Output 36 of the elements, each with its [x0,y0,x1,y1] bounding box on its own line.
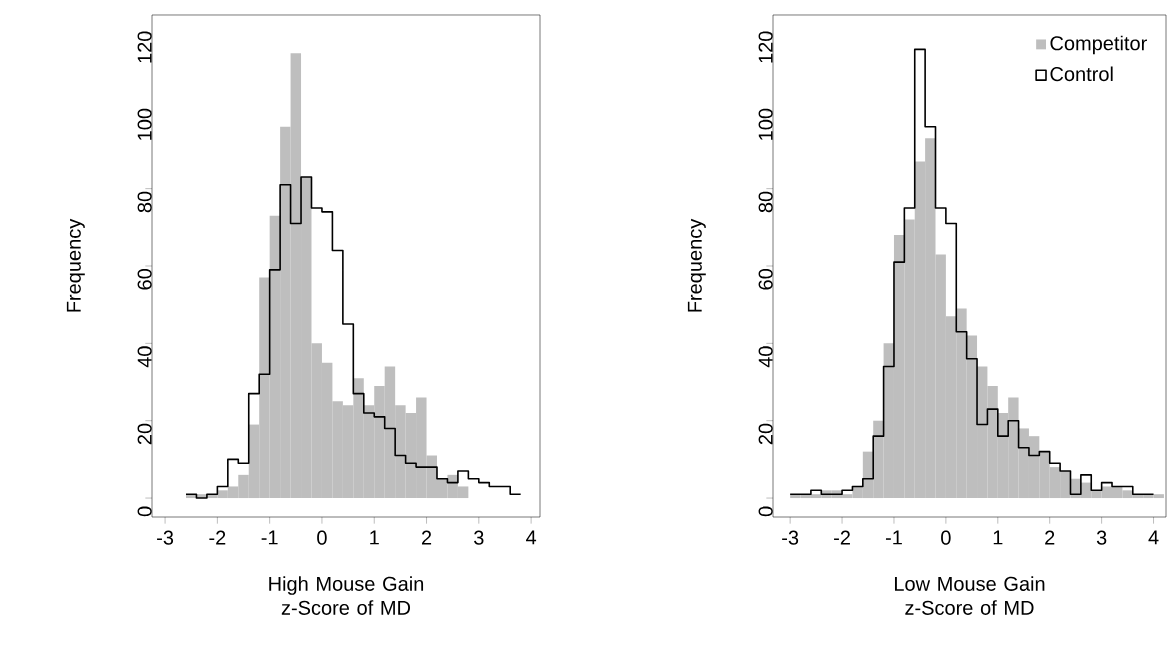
y-tick-label: 20 [758,423,773,445]
y-tick-label: 20 [137,423,152,445]
y-tick-label: 100 [758,108,773,140]
x-tick-label: -3 [157,530,174,545]
x-tick-label: 1 [370,530,379,545]
legend-label: Control [1050,66,1113,82]
y-axis-title: Frequency [66,218,85,312]
y-tick-label: 60 [137,269,152,290]
legend-label: Competitor [1050,35,1147,55]
x-tick-label: 4 [1148,530,1159,545]
y-tick-label: 0 [137,506,152,517]
x-tick-label: 1 [993,530,1003,545]
x-tick-label: -1 [885,530,902,545]
x-tick-label: -2 [209,530,226,545]
x-tick-label: 0 [941,530,951,545]
y-tick-label: 60 [758,269,773,290]
x-axis-title: Low Mouse Gain z-Score of MD [894,576,1045,615]
y-tick-label: 120 [137,31,152,63]
y-tick-label: 80 [758,191,773,213]
x-axis-title: High Mouse Gain z-Score of MD [269,576,424,615]
y-axis-title: Frequency [687,218,706,312]
x-tick-label: 3 [1096,530,1107,545]
x-tick-label: 2 [421,530,432,545]
x-tick-label: 2 [1045,530,1055,545]
x-tick-label: 0 [317,530,327,545]
y-tick-label: 100 [137,108,152,140]
y-tick-label: 40 [758,346,773,368]
y-tick-label: 40 [137,346,152,368]
x-tick-label: -3 [782,530,799,545]
x-tick-label: 3 [474,530,484,545]
x-tick-label: -1 [261,530,278,545]
y-tick-label: 80 [137,191,152,213]
y-tick-label: 0 [758,506,773,517]
x-tick-label: -2 [834,530,850,545]
y-tick-label: 120 [758,31,773,63]
x-tick-label: 4 [526,530,537,545]
